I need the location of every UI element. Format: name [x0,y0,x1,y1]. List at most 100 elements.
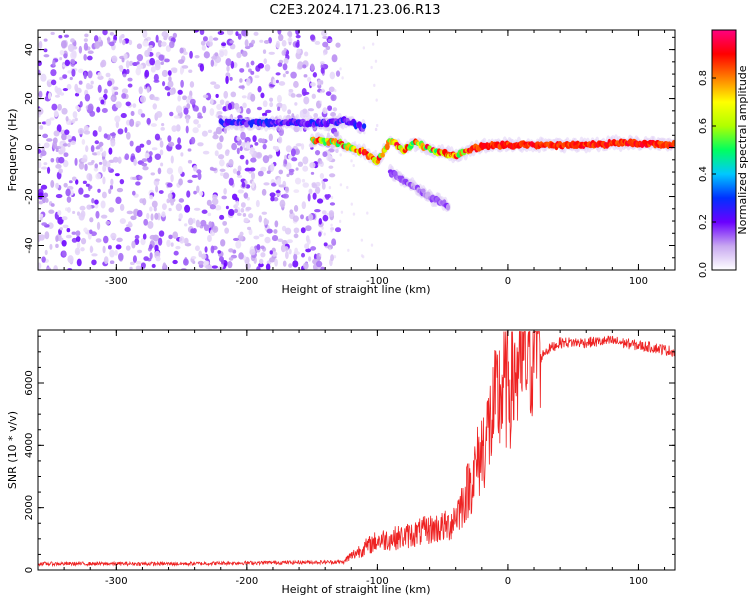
heatmap-noise-blob [197,172,202,180]
heatmap-noise-blob [251,180,255,189]
heatmap-noise-blob [316,198,324,204]
heatmap-noise-blob [243,192,249,199]
heatmap-noise-blob [346,185,349,190]
heatmap-noise-blob [277,62,283,67]
heatmap-noise-blob [370,243,374,247]
y-tick-label: 2000 [24,495,35,520]
heatmap-noise-blob [237,165,242,172]
heatmap-noise-blob [172,259,178,265]
heatmap-noise-blob [328,152,331,156]
heatmap-noise-blob [132,103,137,108]
heatmap-noise-blob [71,68,76,77]
heatmap-noise-blob [194,55,200,59]
heatmap-cells [38,30,675,270]
heatmap-noise-blob [238,252,244,260]
heatmap-noise-blob [149,57,156,66]
heatmap-noise-blob [236,52,242,59]
heatmap-noise-blob [246,196,250,201]
heatmap-noise-blob [109,249,115,258]
heatmap-noise-blob [339,67,342,71]
heatmap-noise-blob [65,115,69,122]
heatmap-noise-blob [215,126,223,135]
heatmap-noise-blob [195,219,201,228]
heatmap-noise-blob [215,93,219,98]
heatmap-noise-blob [302,64,307,69]
heatmap-noise-blob [103,150,107,157]
heatmap-noise-blob [57,209,62,216]
heatmap-noise-blob [335,70,341,77]
heatmap-noise-blob [157,40,163,48]
heatmap-noise-blob [310,171,315,175]
heatmap-noise-blob [210,245,215,254]
heatmap-noise-blob [138,86,143,95]
heatmap-noise-blob [89,110,96,117]
heatmap-noise-blob [299,110,304,119]
heatmap-noise-blob [38,143,41,147]
heatmap-noise-blob [183,51,188,56]
heatmap-noise-blob [168,76,172,82]
heatmap-noise-blob [150,66,156,73]
snr-x-axis: -300 -200 -100 0 100 [37,330,666,587]
heatmap-noise-blob [210,59,215,67]
heatmap-noise-blob [87,103,94,112]
heatmap-noise-blob [302,108,308,115]
heatmap-noise-blob [269,192,276,198]
heatmap-noise-blob [164,58,170,63]
heatmap-noise-blob [118,35,123,44]
heatmap-noise-blob [319,253,322,257]
heatmap-noise-blob [158,237,163,246]
heatmap-noise-blob [223,90,229,99]
heatmap-noise-blob [238,85,245,89]
heatmap-noise-blob [115,120,120,129]
heatmap-noise-blob [264,236,271,244]
heatmap-noise-blob [317,79,321,86]
heatmap-noise-blob [374,149,377,154]
heatmap-noise-blob [242,213,247,217]
heatmap-noise-blob [200,219,207,227]
heatmap-noise-blob [323,242,328,247]
heatmap-noise-blob [373,83,376,87]
heatmap-noise-blob [97,36,102,43]
heatmap-noise-blob [236,136,241,141]
heatmap-noise-blob [239,231,244,237]
heatmap-noise-blob [45,118,52,127]
heatmap-noise-blob [284,186,289,192]
heatmap-noise-blob [61,107,68,115]
heatmap-noise-blob [200,40,206,46]
colorbar-tick-label: 0.8 [698,70,709,86]
heatmap-noise-blob [320,30,328,37]
heatmap-noise-blob [366,211,369,215]
heatmap-noise-blob [144,69,150,78]
heatmap-noise-blob [319,90,323,94]
heatmap-noise-blob [129,266,133,270]
heatmap-x-label: Height of straight line (km) [281,283,430,296]
heatmap-noise-blob [47,92,52,100]
heatmap-noise-blob [100,61,105,68]
heatmap-noise-blob [131,240,136,249]
heatmap-noise-blob [91,160,95,164]
heatmap-noise-blob [46,267,51,270]
heatmap-noise-blob [278,81,286,86]
heatmap-noise-blob [316,260,323,268]
heatmap-noise-blob [245,184,251,189]
heatmap-ridge-cell [361,123,367,129]
heatmap-noise-blob [281,49,286,56]
heatmap-noise-blob [333,131,339,137]
heatmap-noise-blob [55,235,59,242]
heatmap-noise-blob [120,34,125,39]
heatmap-noise-blob [228,177,234,186]
heatmap-noise-blob [136,61,140,65]
heatmap-noise-blob [320,80,324,85]
heatmap-noise-blob [231,142,238,151]
heatmap-noise-blob [95,238,102,243]
heatmap-noise-blob [293,227,300,234]
heatmap-noise-blob [328,210,335,218]
heatmap-noise-blob [144,49,150,58]
heatmap-noise-blob [59,76,64,81]
heatmap-noise-blob [102,164,107,173]
heatmap-noise-blob [135,265,142,270]
heatmap-noise-blob [304,243,310,250]
heatmap-noise-blob [40,150,47,157]
heatmap-noise-blob [297,161,304,167]
